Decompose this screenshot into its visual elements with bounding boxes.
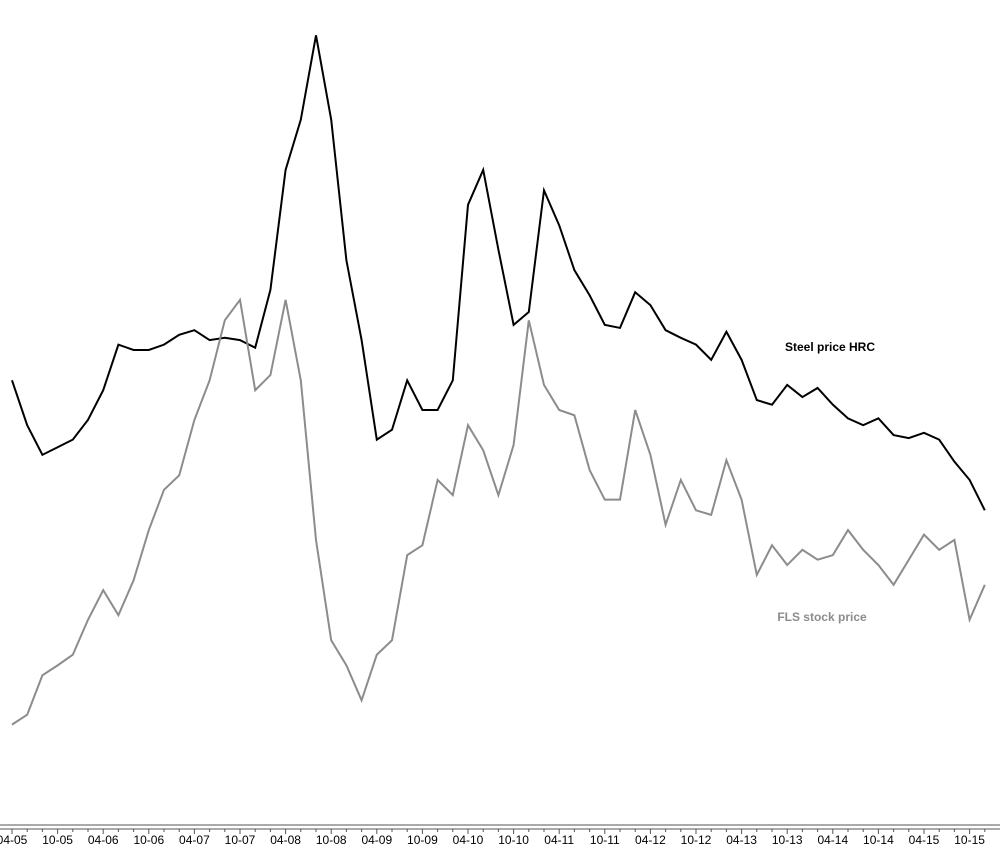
- series-line: [11, 35, 986, 511]
- x-tick-label: 10-06: [133, 833, 164, 847]
- x-tick-label: 04-12: [635, 833, 666, 847]
- x-tick-label: 10-14: [863, 833, 894, 847]
- series-line: [11, 297, 986, 726]
- x-tick-label: 10-13: [772, 833, 803, 847]
- x-tick-label: 10-05: [42, 833, 73, 847]
- x-tick-label: 04-06: [88, 833, 119, 847]
- x-tick-label: 04-09: [361, 833, 392, 847]
- x-tick-label: 10-07: [225, 833, 256, 847]
- x-tick-label: 04-05: [0, 833, 28, 847]
- x-tick-label: 04-10: [453, 833, 484, 847]
- x-tick-label: 04-11: [544, 833, 574, 847]
- series-label: Steel price HRC: [785, 340, 875, 354]
- x-tick-label: 10-09: [407, 833, 438, 847]
- x-tick-label: 04-13: [726, 833, 757, 847]
- x-tick-label: 10-12: [681, 833, 712, 847]
- x-tick-label: 10-15: [954, 833, 985, 847]
- x-tick-label: 10-11: [590, 833, 620, 847]
- x-tick-label: 04-15: [909, 833, 940, 847]
- x-tick-label: 04-07: [179, 833, 210, 847]
- x-tick-label: 10-08: [316, 833, 347, 847]
- series-label: FLS stock price: [777, 610, 867, 624]
- x-tick-label: 04-08: [270, 833, 301, 847]
- x-tick-label: 10-10: [498, 833, 529, 847]
- x-tick-label: 04-14: [817, 833, 848, 847]
